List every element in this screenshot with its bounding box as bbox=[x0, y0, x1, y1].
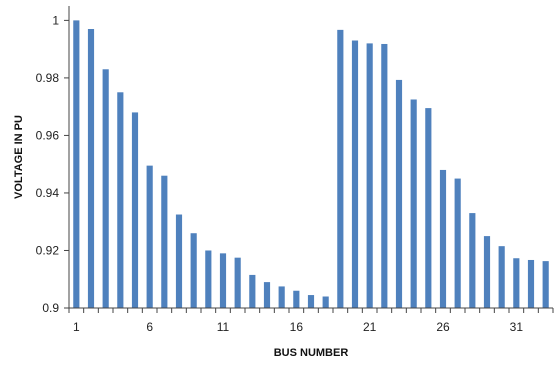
bar-bus-26 bbox=[439, 169, 447, 308]
bar-bus-28 bbox=[469, 213, 476, 308]
bar-bus-12 bbox=[234, 257, 241, 308]
bar-bus-8 bbox=[175, 214, 183, 308]
bar-bus-31 bbox=[513, 258, 520, 308]
bar-bus-30 bbox=[498, 246, 505, 308]
bar-bus-32 bbox=[527, 259, 535, 308]
bar-bus-23 bbox=[395, 79, 403, 308]
bar-bus-5 bbox=[131, 112, 139, 308]
bar-bus-15 bbox=[278, 286, 285, 308]
bar-bus-24 bbox=[410, 99, 417, 308]
x-tick-label: 21 bbox=[363, 320, 377, 334]
x-axis-title: BUS NUMBER bbox=[274, 347, 349, 359]
y-tick-label: 1 bbox=[52, 13, 59, 27]
bar-bus-3 bbox=[102, 69, 109, 308]
bar-bus-25 bbox=[425, 108, 432, 308]
bar-bus-29 bbox=[483, 236, 491, 308]
bar-bus-22 bbox=[381, 43, 388, 308]
y-ticks-group: 0.9 0.92 0.94 0.96 0.98 1 bbox=[36, 13, 69, 315]
x-tick-label: 26 bbox=[436, 320, 450, 334]
bar-bus-14 bbox=[263, 282, 271, 308]
bar-bus-2 bbox=[87, 29, 95, 308]
bar-bus-6 bbox=[146, 165, 153, 308]
bars-group bbox=[73, 20, 549, 309]
bar-bus-1 bbox=[73, 20, 80, 308]
bar-bus-27 bbox=[454, 178, 461, 308]
bar-bus-4 bbox=[117, 92, 124, 308]
x-tick-label: 1 bbox=[73, 320, 80, 334]
x-ticks-group: 1 6 11 16 21 26 31 bbox=[68, 308, 554, 334]
bar-bus-10 bbox=[205, 250, 212, 308]
x-tick-label: 6 bbox=[146, 320, 153, 334]
bar-bus-11 bbox=[219, 253, 227, 308]
y-tick-label: 0.9 bbox=[42, 301, 59, 315]
y-tick-label: 0.94 bbox=[36, 186, 60, 200]
x-tick-label: 16 bbox=[290, 320, 304, 334]
bar-bus-18 bbox=[322, 296, 329, 308]
x-tick-label: 11 bbox=[217, 320, 230, 334]
bar-bus-17 bbox=[307, 295, 315, 308]
x-tick-label: 31 bbox=[510, 320, 524, 334]
bar-bus-21 bbox=[366, 43, 373, 308]
bar-bus-33 bbox=[542, 261, 549, 308]
y-axis-title: VOLTAGE IN PU bbox=[13, 115, 25, 199]
bar-bus-7 bbox=[161, 175, 168, 308]
bar-bus-13 bbox=[249, 274, 256, 308]
bar-bus-16 bbox=[293, 290, 300, 308]
bar-bus-19 bbox=[337, 29, 344, 309]
bar-bus-9 bbox=[190, 233, 197, 308]
y-tick-label: 0.92 bbox=[36, 243, 60, 257]
y-tick-label: 0.98 bbox=[36, 71, 60, 85]
bar-bus-20 bbox=[351, 40, 359, 308]
y-tick-label: 0.96 bbox=[36, 128, 60, 142]
